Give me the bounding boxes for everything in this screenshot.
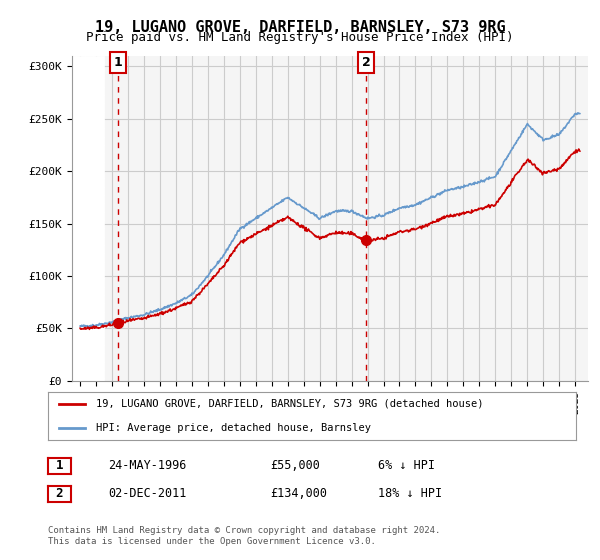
- Text: 18% ↓ HPI: 18% ↓ HPI: [378, 487, 442, 500]
- Text: 2: 2: [56, 487, 63, 501]
- Text: 24-MAY-1996: 24-MAY-1996: [108, 459, 187, 472]
- Text: 1: 1: [114, 56, 123, 69]
- Text: £134,000: £134,000: [270, 487, 327, 500]
- Text: 2: 2: [362, 56, 371, 69]
- Text: Contains HM Land Registry data © Crown copyright and database right 2024.
This d: Contains HM Land Registry data © Crown c…: [48, 526, 440, 546]
- Text: 6% ↓ HPI: 6% ↓ HPI: [378, 459, 435, 472]
- Text: Price paid vs. HM Land Registry's House Price Index (HPI): Price paid vs. HM Land Registry's House …: [86, 31, 514, 44]
- Text: HPI: Average price, detached house, Barnsley: HPI: Average price, detached house, Barn…: [95, 423, 371, 433]
- Text: 02-DEC-2011: 02-DEC-2011: [108, 487, 187, 500]
- Text: 19, LUGANO GROVE, DARFIELD, BARNSLEY, S73 9RG (detached house): 19, LUGANO GROVE, DARFIELD, BARNSLEY, S7…: [95, 399, 483, 409]
- Bar: [72, 56, 104, 381]
- Text: 1: 1: [56, 459, 63, 473]
- Text: £55,000: £55,000: [270, 459, 320, 472]
- Text: 19, LUGANO GROVE, DARFIELD, BARNSLEY, S73 9RG: 19, LUGANO GROVE, DARFIELD, BARNSLEY, S7…: [95, 20, 505, 35]
